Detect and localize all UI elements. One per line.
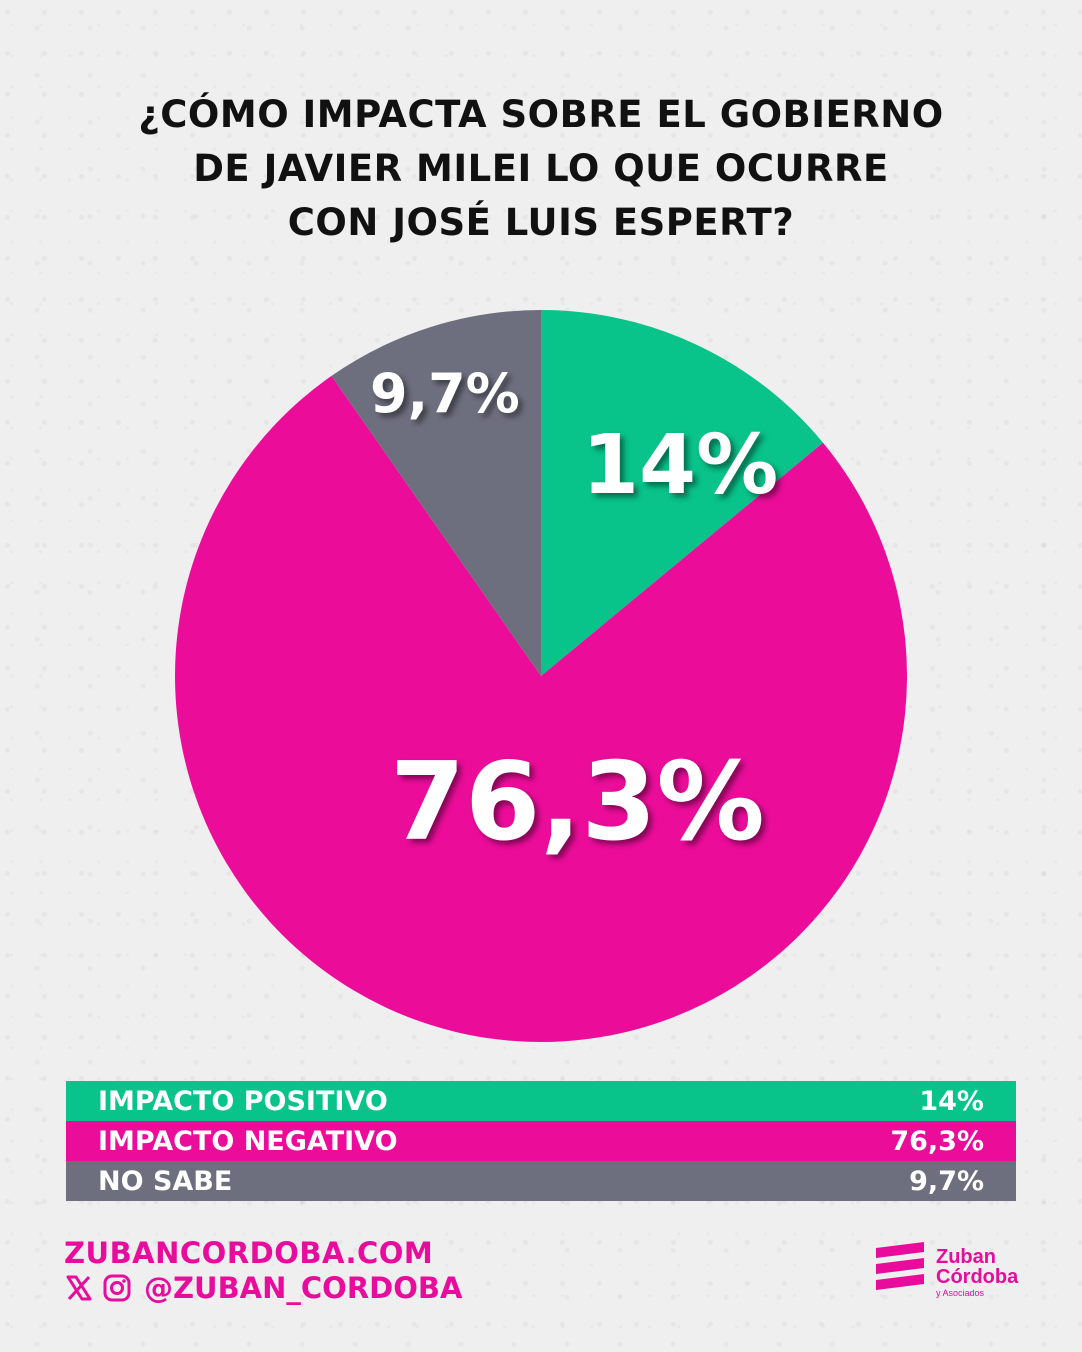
x-icon[interactable]: [64, 1273, 94, 1303]
legend-row-negativo: IMPACTO NEGATIVO 76,3%: [66, 1121, 1016, 1161]
brand-line-2: Córdoba: [936, 1265, 1019, 1288]
legend-value: 76,3%: [890, 1125, 984, 1157]
website-link[interactable]: ZUBANCORDOBA.COM: [64, 1236, 434, 1270]
chart-title: ¿CÓMO IMPACTA SOBRE EL GOBIERNO DE JAVIE…: [60, 88, 1022, 250]
legend-table: IMPACTO POSITIVO 14% IMPACTO NEGATIVO 76…: [66, 1081, 1016, 1201]
slice-label-negativo: 76,3%: [390, 740, 765, 865]
legend-label: NO SABE: [98, 1165, 233, 1197]
zuban-logo-icon: [872, 1240, 928, 1304]
title-line-3: CON JOSÉ LUIS ESPERT?: [287, 201, 795, 244]
brand-logo: Zuban Córdoba y Asociados: [872, 1240, 1018, 1304]
legend-value: 9,7%: [909, 1165, 984, 1197]
pie-slice-negativo: [174, 375, 907, 1042]
pie-slice-positivo: [541, 310, 824, 676]
legend-row-positivo: IMPACTO POSITIVO 14%: [66, 1081, 1016, 1121]
legend-value: 14%: [919, 1085, 984, 1117]
legend-label: IMPACTO NEGATIVO: [98, 1125, 398, 1157]
slice-label-no-sabe: 9,7%: [370, 362, 520, 425]
legend-label: IMPACTO POSITIVO: [98, 1085, 388, 1117]
instagram-icon[interactable]: [102, 1273, 132, 1303]
title-line-1: ¿CÓMO IMPACTA SOBRE EL GOBIERNO: [138, 93, 944, 136]
legend-row-no-sabe: NO SABE 9,7%: [66, 1161, 1016, 1201]
social-handle[interactable]: @ZUBAN_CORDOBA: [144, 1271, 463, 1305]
pie-slice-no-sabe: [331, 310, 541, 676]
brand-line-1: Zuban: [936, 1245, 996, 1268]
brand-text: Zuban Córdoba y Asociados: [936, 1247, 1018, 1298]
brand-line-3: y Asociados: [936, 1287, 985, 1298]
title-line-2: DE JAVIER MILEI LO QUE OCURRE: [193, 147, 889, 190]
slice-label-positivo: 14%: [582, 418, 779, 513]
social-row: @ZUBAN_CORDOBA: [64, 1271, 462, 1305]
